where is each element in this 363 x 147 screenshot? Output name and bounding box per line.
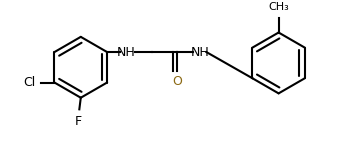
Text: NH: NH [117,46,135,59]
Text: Cl: Cl [23,76,36,89]
Text: F: F [74,115,81,128]
Text: CH₃: CH₃ [268,2,289,12]
Text: O: O [172,75,182,88]
Text: NH: NH [191,46,209,59]
